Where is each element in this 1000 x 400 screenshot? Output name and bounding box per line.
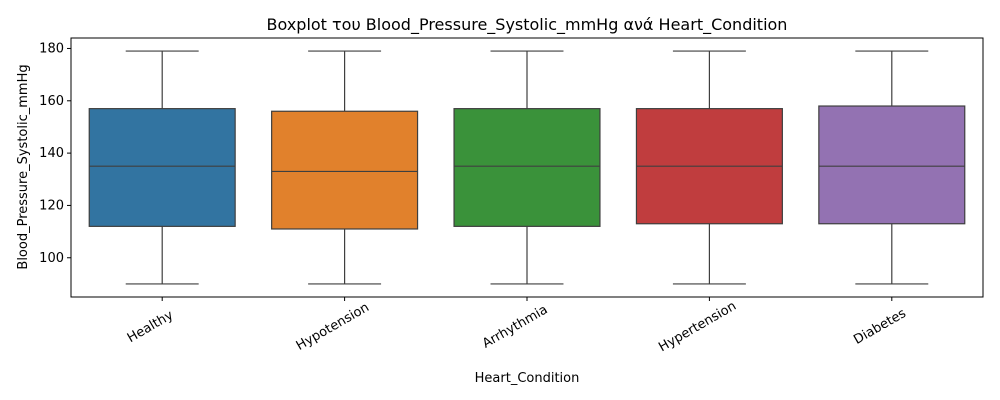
x-tick-label: Healthy <box>125 308 176 346</box>
box-group-hypotension <box>271 50 419 285</box>
x-tick-label: Hypertension <box>656 299 739 355</box>
y-tick-label: 100 <box>39 251 64 266</box>
x-axis: Healthy Hypotension Arrhythmia Hypertension… <box>125 297 909 355</box>
box-group-diabetes <box>818 50 966 285</box>
plot-area <box>88 50 966 285</box>
box-iqr <box>271 110 419 230</box>
x-axis-label: Heart_Condition <box>475 371 580 386</box>
y-axis: 100 120 140 160 180 <box>39 41 71 266</box>
y-axis-label: Blood_Pressure_Systolic_mmHg <box>16 64 31 269</box>
y-tick-label: 140 <box>39 146 64 161</box>
box-iqr <box>453 108 601 227</box>
y-tick-label: 180 <box>39 41 64 56</box>
y-tick-label: 120 <box>39 198 64 213</box>
box-iqr <box>88 108 236 227</box>
box-group-hypertension <box>635 50 783 285</box>
x-tick-label: Diabetes <box>851 306 909 348</box>
box-group-healthy <box>88 50 236 285</box>
y-tick-label: 160 <box>39 94 64 109</box>
x-tick-label: Hypotension <box>294 300 372 354</box>
chart-title: Boxplot του Blood_Pressure_Systolic_mmHg… <box>267 15 788 35</box>
x-tick-label: Arrhythmia <box>480 302 550 351</box>
box-group-arrhythmia <box>453 50 601 285</box>
box-iqr <box>818 105 966 225</box>
